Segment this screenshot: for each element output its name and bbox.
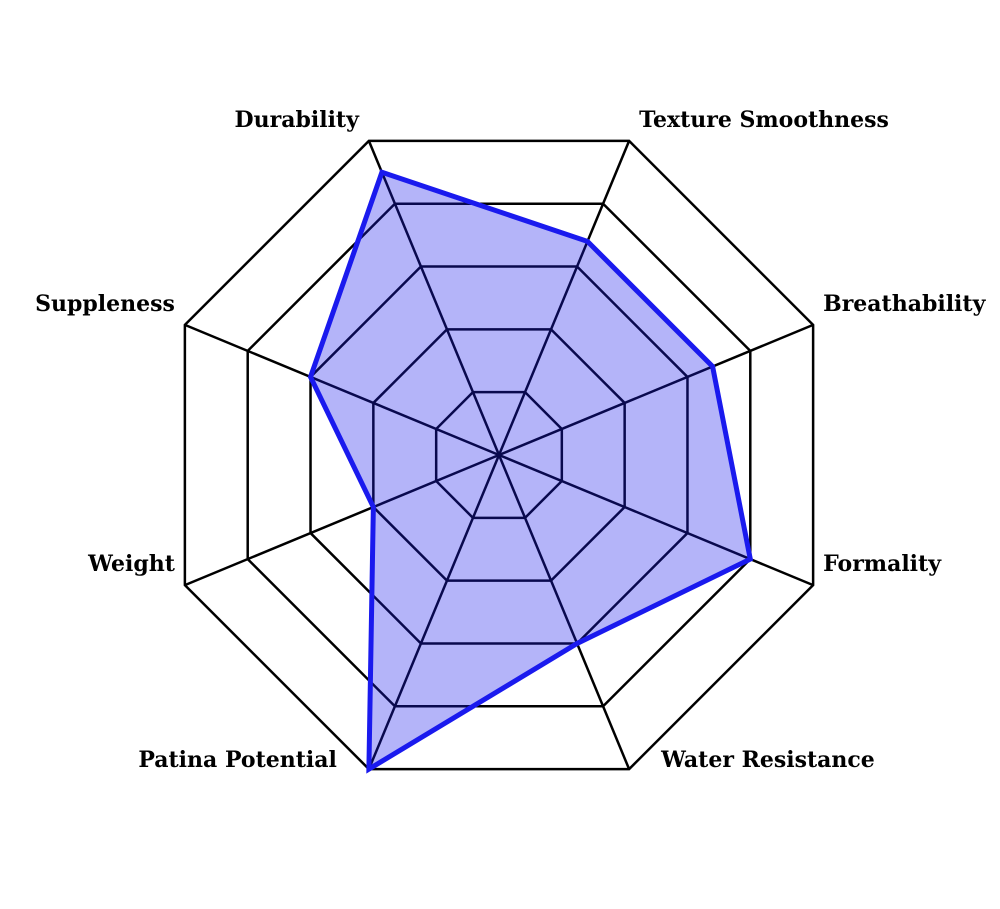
axis-label: Water Resistance <box>660 747 875 773</box>
axis-label: Formality <box>823 551 942 577</box>
axis-label: Patina Potential <box>138 747 337 773</box>
series-area <box>307 169 754 774</box>
axis-label: Durability <box>235 107 361 133</box>
axis-label: Texture Smoothness <box>639 107 889 133</box>
spoke <box>184 453 500 587</box>
axis-label: Weight <box>87 551 176 577</box>
spoke <box>367 140 501 456</box>
axis-label: Suppleness <box>35 291 175 317</box>
spoke <box>184 323 500 457</box>
spoke <box>497 454 631 770</box>
spoke <box>497 140 631 456</box>
axis-label: Breathability <box>823 291 986 317</box>
spoke <box>367 454 501 770</box>
spoke <box>498 453 814 587</box>
spoke <box>498 323 814 457</box>
